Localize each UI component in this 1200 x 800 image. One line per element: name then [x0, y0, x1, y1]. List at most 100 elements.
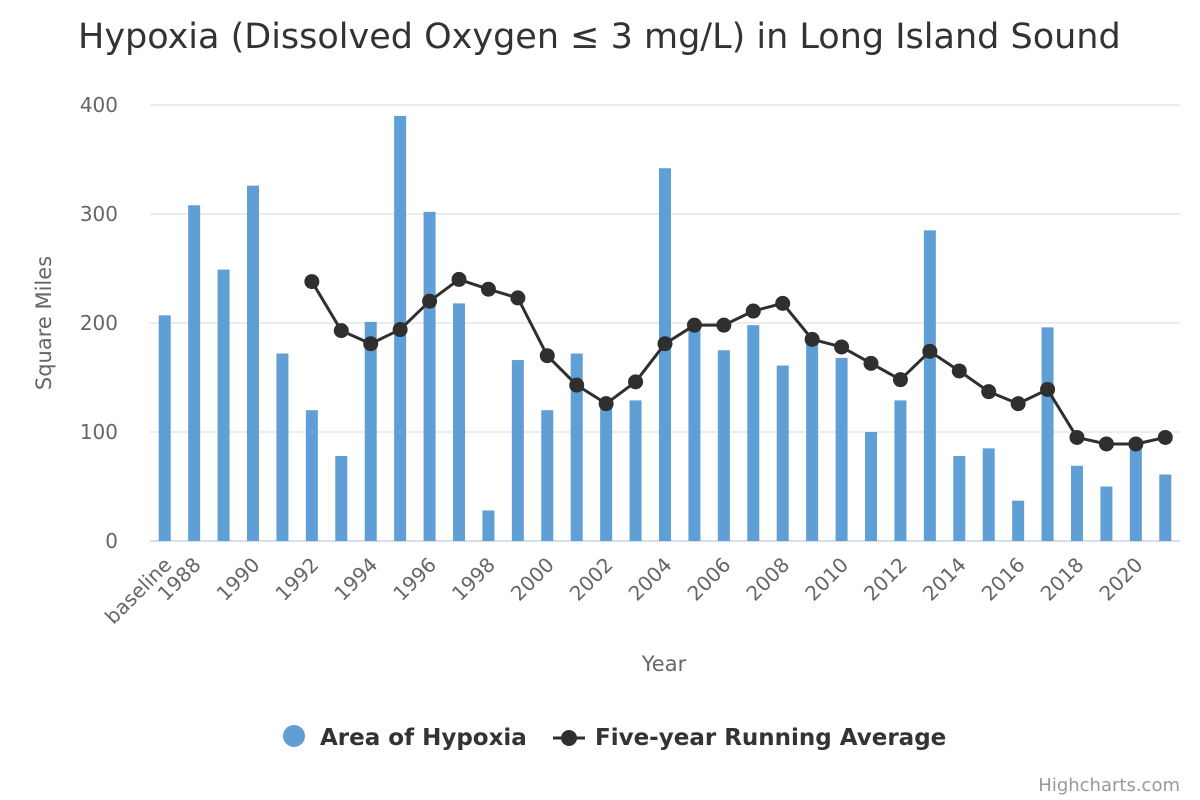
bar-2010[interactable] [835, 357, 848, 541]
x-tick-label-2000: 2000 [506, 553, 559, 606]
running-average-point-2011[interactable] [863, 355, 879, 371]
x-tick-label-2002: 2002 [565, 553, 618, 606]
bar-2001[interactable] [570, 353, 583, 541]
running-average-point-1998[interactable] [480, 281, 496, 297]
x-tick-label-2012: 2012 [859, 553, 912, 606]
running-average-point-2017[interactable] [1040, 381, 1056, 397]
legend-label-five-year-running-average: Five-year Running Average [595, 725, 946, 751]
running-average-point-1995[interactable] [392, 322, 408, 338]
x-tick-label-1992: 1992 [270, 553, 323, 606]
running-average-point-1992[interactable] [304, 274, 320, 290]
bar-2004[interactable] [659, 168, 671, 541]
bar-2016[interactable] [1012, 500, 1025, 541]
bar-2000[interactable] [541, 410, 554, 541]
bar-1997[interactable] [453, 303, 465, 541]
x-tick-label-2006: 2006 [682, 553, 735, 606]
running-average-point-2016[interactable] [1010, 396, 1026, 412]
running-average-point-2004[interactable] [657, 336, 673, 352]
y-axis-ticks: 0 100 200 300 400 [80, 93, 118, 553]
legend-line-marker [561, 730, 577, 746]
bar-2011[interactable] [865, 432, 877, 541]
running-average-point-2008[interactable] [775, 295, 791, 311]
bar-1996[interactable] [423, 211, 436, 541]
x-tick-label-1996: 1996 [388, 553, 441, 606]
running-average-point-2001[interactable] [569, 377, 585, 393]
running-average-point-2014[interactable] [951, 363, 967, 379]
bar-undefined[interactable] [1159, 474, 1172, 541]
bar-baseline[interactable] [158, 315, 171, 541]
running-average-point-2010[interactable] [834, 339, 850, 355]
running-average-point-2005[interactable] [686, 317, 702, 333]
running-average-point-2012[interactable] [892, 372, 908, 388]
running-average-point-1996[interactable] [422, 293, 438, 309]
running-average-point-2002[interactable] [598, 396, 614, 412]
y-tick-label-200: 200 [80, 311, 118, 335]
legend: Area of Hypoxia Five-year Running Averag… [283, 725, 946, 751]
bar-2005[interactable] [688, 327, 701, 541]
chart-title: Hypoxia (Dissolved Oxygen ≤ 3 mg/L) in L… [78, 17, 1121, 57]
running-average-point-2018[interactable] [1069, 429, 1085, 445]
bar-2002[interactable] [600, 406, 613, 541]
running-average-point-1993[interactable] [333, 323, 349, 339]
bar-2009[interactable] [806, 336, 819, 541]
bar-2015[interactable] [982, 448, 995, 541]
bar-series [158, 115, 1172, 542]
bar-2014[interactable] [953, 455, 966, 541]
bar-2003[interactable] [629, 400, 642, 541]
running-average-point-1999[interactable] [510, 290, 526, 306]
x-axis-title: Year [641, 652, 687, 676]
running-average-point-2000[interactable] [539, 348, 555, 364]
running-average-point-2009[interactable] [804, 331, 820, 347]
x-tick-label-1990: 1990 [212, 553, 265, 606]
x-tick-label-2010: 2010 [800, 553, 853, 606]
legend-item-area-of-hypoxia[interactable]: Area of Hypoxia [283, 725, 527, 751]
y-axis-title: Square Miles [32, 256, 56, 390]
running-average-point-2015[interactable] [981, 384, 997, 400]
running-average-point-2003[interactable] [628, 374, 644, 390]
bar-2006[interactable] [717, 350, 730, 541]
bar-2012[interactable] [894, 400, 907, 541]
x-tick-label-2018: 2018 [1036, 553, 1089, 606]
running-average-point-2019[interactable] [1098, 436, 1114, 452]
bar-1998[interactable] [482, 510, 495, 541]
running-average-point-1997[interactable] [451, 271, 467, 287]
bar-1999[interactable] [511, 360, 524, 541]
y-tick-label-300: 300 [80, 202, 118, 226]
running-average-point-2007[interactable] [745, 303, 761, 319]
y-tick-label-400: 400 [80, 93, 118, 117]
x-tick-label-2008: 2008 [741, 553, 794, 606]
legend-bar-swatch [283, 725, 305, 747]
bar-1994[interactable] [364, 321, 377, 541]
bar-2017[interactable] [1041, 327, 1054, 541]
bar-2013[interactable] [923, 230, 936, 541]
credits-link[interactable]: Highcharts.com [1038, 775, 1180, 796]
bar-1988[interactable] [188, 205, 201, 541]
legend-item-five-year-running-average[interactable]: Five-year Running Average [553, 725, 946, 751]
bar-1993[interactable] [335, 455, 348, 541]
bar-1992[interactable] [305, 410, 318, 541]
bar-2008[interactable] [776, 365, 789, 541]
line-series [304, 271, 1173, 452]
bar-1991[interactable] [276, 353, 289, 541]
running-average-point-2013[interactable] [922, 343, 938, 359]
x-tick-label-1994: 1994 [329, 553, 382, 606]
running-average-point-undefined[interactable] [1157, 429, 1173, 445]
running-average-point-2006[interactable] [716, 317, 732, 333]
legend-label-area-of-hypoxia: Area of Hypoxia [320, 725, 527, 751]
running-average-point-2020[interactable] [1128, 436, 1144, 452]
x-tick-label-2016: 2016 [977, 553, 1030, 606]
y-tick-label-0: 0 [105, 529, 118, 553]
bar-1989[interactable] [217, 269, 230, 541]
running-average-line [310, 277, 1166, 446]
bar-2019[interactable] [1100, 486, 1113, 542]
bar-2020[interactable] [1129, 445, 1142, 541]
x-tick-label-2020: 2020 [1094, 553, 1147, 606]
x-tick-label-2014: 2014 [918, 553, 971, 606]
bar-2007[interactable] [747, 325, 760, 541]
y-tick-label-100: 100 [80, 420, 118, 444]
running-average-point-1994[interactable] [363, 336, 379, 352]
bar-1990[interactable] [247, 185, 259, 541]
bar-2018[interactable] [1071, 465, 1083, 541]
